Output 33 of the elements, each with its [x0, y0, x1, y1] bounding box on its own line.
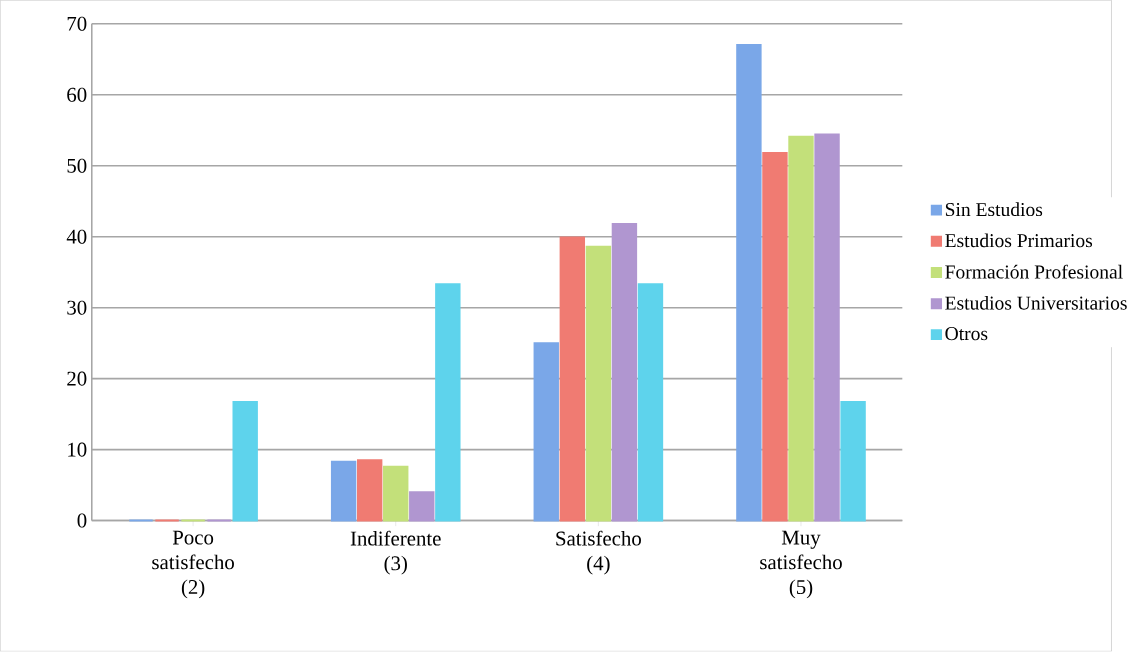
legend-label: Estudios Primarios [945, 233, 1093, 248]
bar [533, 342, 559, 522]
bar [435, 283, 461, 522]
y-tick-label: 10 [68, 442, 87, 457]
bar [762, 152, 788, 522]
y-tick-label: 40 [66, 229, 87, 244]
y-tick-label: 0 [77, 513, 87, 528]
bar [637, 283, 664, 522]
x-tick-label: Poco satisfecho (2) [152, 530, 234, 599]
legend-label: Formación Profesional [945, 264, 1123, 279]
legend-label: Estudios Universitarios [945, 296, 1127, 310]
bar [559, 236, 586, 522]
x-tick-label: Muy satisfecho (5) [760, 530, 842, 599]
bar [611, 223, 638, 522]
bar [814, 133, 840, 522]
legend-label: Sin Estudios [945, 202, 1043, 217]
y-tick-label: 70 [67, 16, 87, 32]
y-tick-label: 50 [67, 158, 87, 173]
bar [736, 44, 762, 522]
x-tick-label: Satisfecho (4) [556, 530, 641, 575]
y-tick-label: 20 [67, 371, 87, 386]
bar [585, 245, 612, 522]
x-tick-label: Indiferente (3) [350, 530, 441, 575]
bar [356, 459, 383, 522]
bar [840, 401, 866, 522]
bar [788, 135, 814, 522]
bar [232, 401, 258, 522]
y-tick-label: 60 [67, 87, 87, 103]
bar [409, 491, 435, 522]
legend-label: Otros [945, 327, 988, 341]
bar [330, 460, 357, 522]
bar [383, 465, 409, 522]
y-tick-label: 30 [67, 300, 87, 315]
